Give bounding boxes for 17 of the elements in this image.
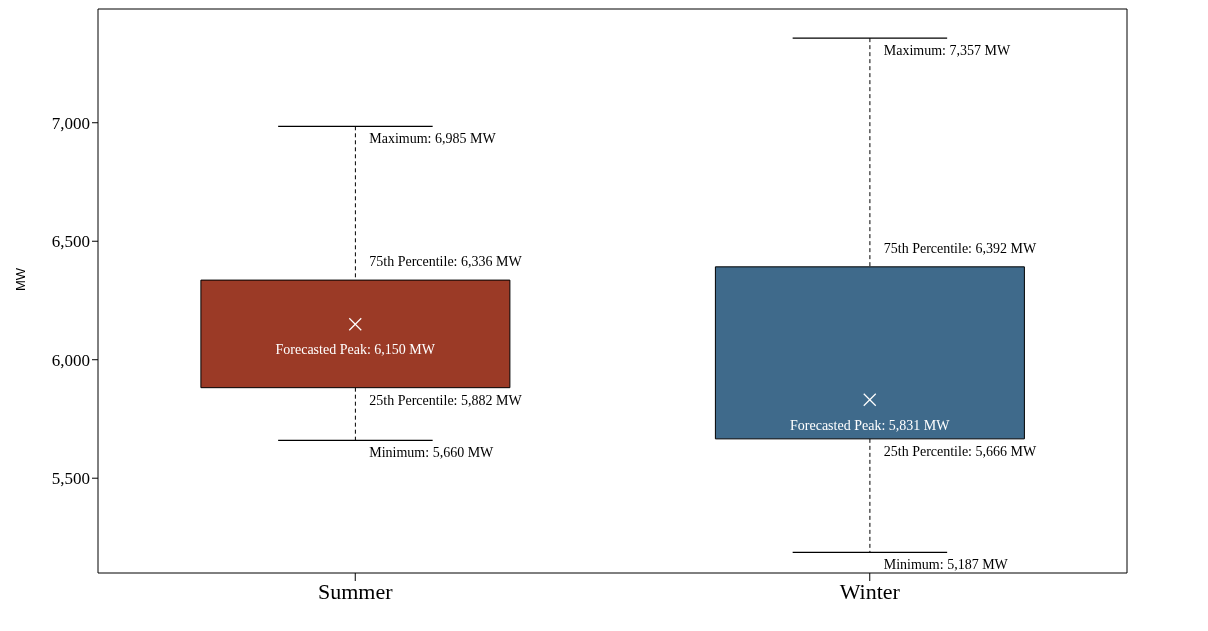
annotation: Forecasted Peak: 6,150 MW — [275, 342, 436, 358]
annotation: 25th Percentile: 5,882 MW — [369, 392, 523, 408]
x-tick-label: Summer — [317, 578, 394, 604]
annotation: 25th Percentile: 5,666 MW — [883, 443, 1037, 459]
annotation: Maximum: 6,985 MW — [369, 131, 497, 147]
annotation: 75th Percentile: 6,392 MW — [883, 240, 1037, 256]
annotation: 75th Percentile: 6,336 MW — [369, 254, 523, 270]
x-tick-label: Winter — [839, 578, 901, 604]
y-tick-label: 5,500 — [51, 469, 90, 489]
y-axis-title: MW — [12, 267, 28, 291]
y-tick-label: 7,000 — [51, 113, 90, 133]
annotation: Maximum: 7,357 MW — [883, 43, 1011, 59]
annotation: Forecasted Peak: 5,831 MW — [790, 417, 951, 433]
y-tick-label: 6,000 — [51, 350, 90, 370]
annotation: Minimum: 5,187 MW — [883, 557, 1009, 573]
y-tick-label: 6,500 — [51, 232, 90, 252]
annotation: Minimum: 5,660 MW — [369, 445, 495, 461]
